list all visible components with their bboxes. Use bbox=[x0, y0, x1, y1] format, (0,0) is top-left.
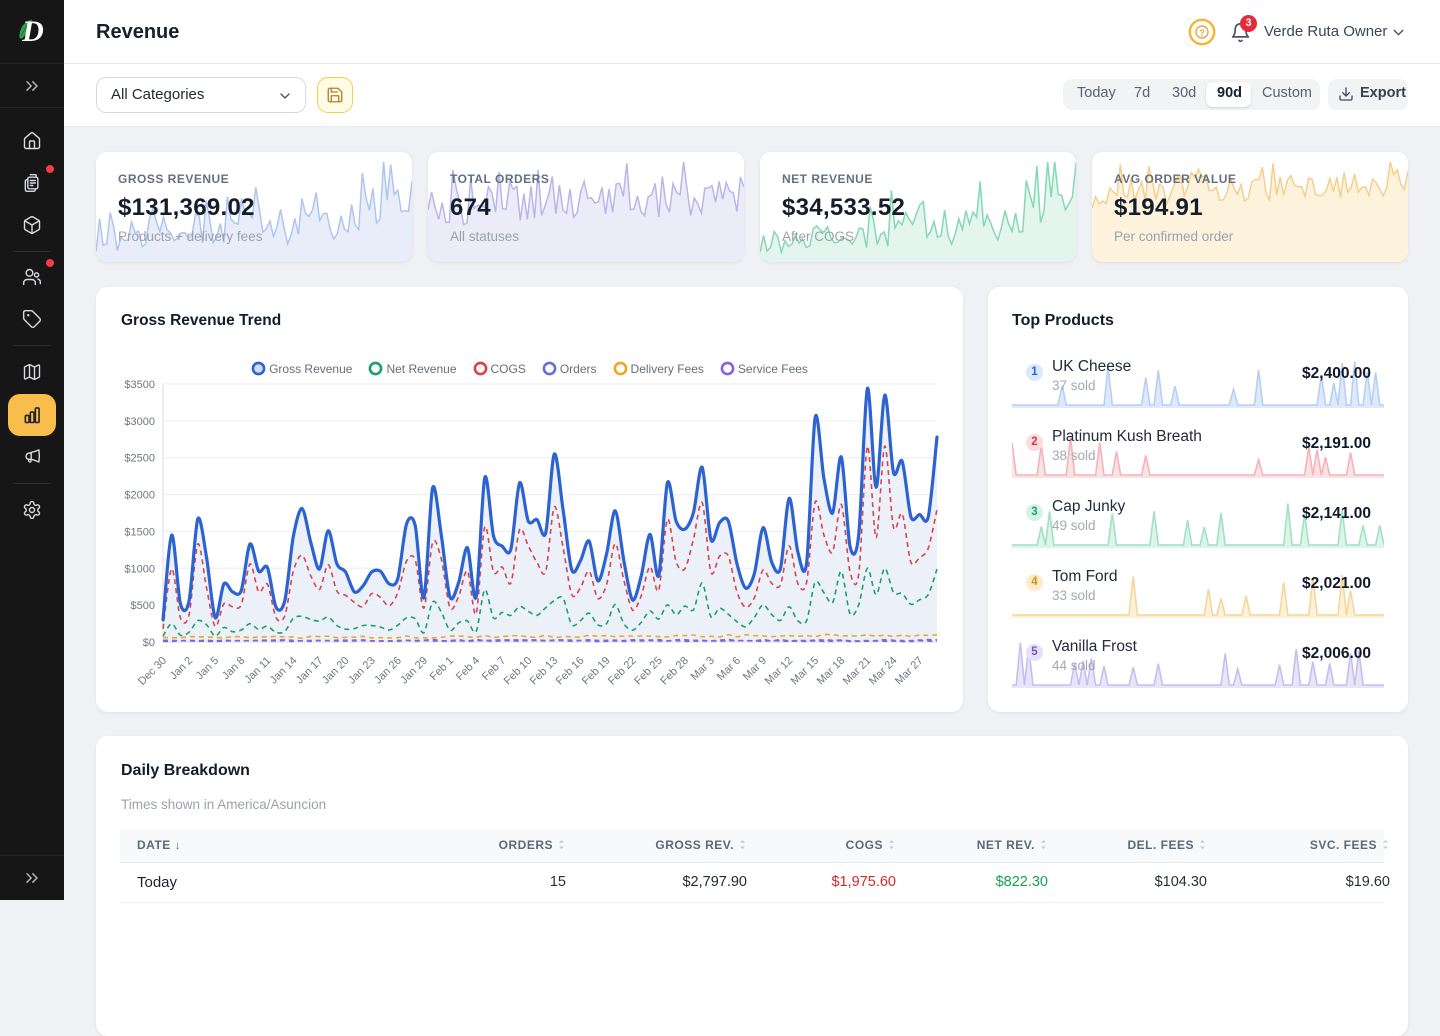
svg-text:Jan 26: Jan 26 bbox=[372, 655, 404, 687]
svg-text:Jan 2: Jan 2 bbox=[168, 655, 196, 683]
svg-text:?: ? bbox=[1199, 28, 1205, 38]
svg-text:Feb 4: Feb 4 bbox=[454, 655, 482, 683]
svg-text:Jan 29: Jan 29 bbox=[398, 655, 430, 687]
svg-text:$3500: $3500 bbox=[124, 379, 155, 391]
svg-text:Feb 13: Feb 13 bbox=[528, 655, 561, 688]
svg-text:Dec 30: Dec 30 bbox=[136, 655, 169, 688]
svg-text:$500: $500 bbox=[131, 600, 155, 612]
svg-text:$0: $0 bbox=[143, 637, 155, 649]
svg-text:Jan 17: Jan 17 bbox=[294, 655, 326, 687]
svg-text:Mar 27: Mar 27 bbox=[893, 655, 926, 688]
svg-text:Mar 6: Mar 6 bbox=[715, 655, 743, 683]
svg-text:Mar 18: Mar 18 bbox=[815, 655, 848, 688]
svg-text:$1500: $1500 bbox=[124, 526, 155, 538]
svg-text:Mar 21: Mar 21 bbox=[841, 655, 874, 688]
svg-text:Mar 12: Mar 12 bbox=[763, 655, 796, 688]
svg-text:$3000: $3000 bbox=[124, 416, 155, 428]
svg-text:$2500: $2500 bbox=[124, 453, 155, 465]
svg-text:Feb 28: Feb 28 bbox=[658, 655, 691, 688]
svg-text:Feb 25: Feb 25 bbox=[632, 655, 665, 688]
svg-text:Jan 5: Jan 5 bbox=[194, 655, 222, 683]
svg-text:$1000: $1000 bbox=[124, 563, 155, 575]
svg-text:Mar 3: Mar 3 bbox=[689, 655, 717, 683]
svg-text:Feb 19: Feb 19 bbox=[580, 655, 613, 688]
svg-text:Jan 23: Jan 23 bbox=[346, 655, 378, 687]
svg-text:Feb 1: Feb 1 bbox=[428, 655, 456, 683]
svg-text:Feb 16: Feb 16 bbox=[554, 655, 587, 688]
svg-text:Jan 11: Jan 11 bbox=[242, 655, 273, 686]
svg-text:Jan 20: Jan 20 bbox=[320, 655, 352, 687]
svg-text:D: D bbox=[21, 16, 44, 46]
svg-text:Mar 24: Mar 24 bbox=[867, 655, 900, 688]
svg-text:Mar 15: Mar 15 bbox=[789, 655, 822, 688]
svg-text:Jan 14: Jan 14 bbox=[268, 655, 300, 687]
svg-text:$2000: $2000 bbox=[124, 490, 155, 502]
svg-text:Feb 10: Feb 10 bbox=[502, 655, 535, 688]
svg-text:Feb 22: Feb 22 bbox=[606, 655, 639, 688]
